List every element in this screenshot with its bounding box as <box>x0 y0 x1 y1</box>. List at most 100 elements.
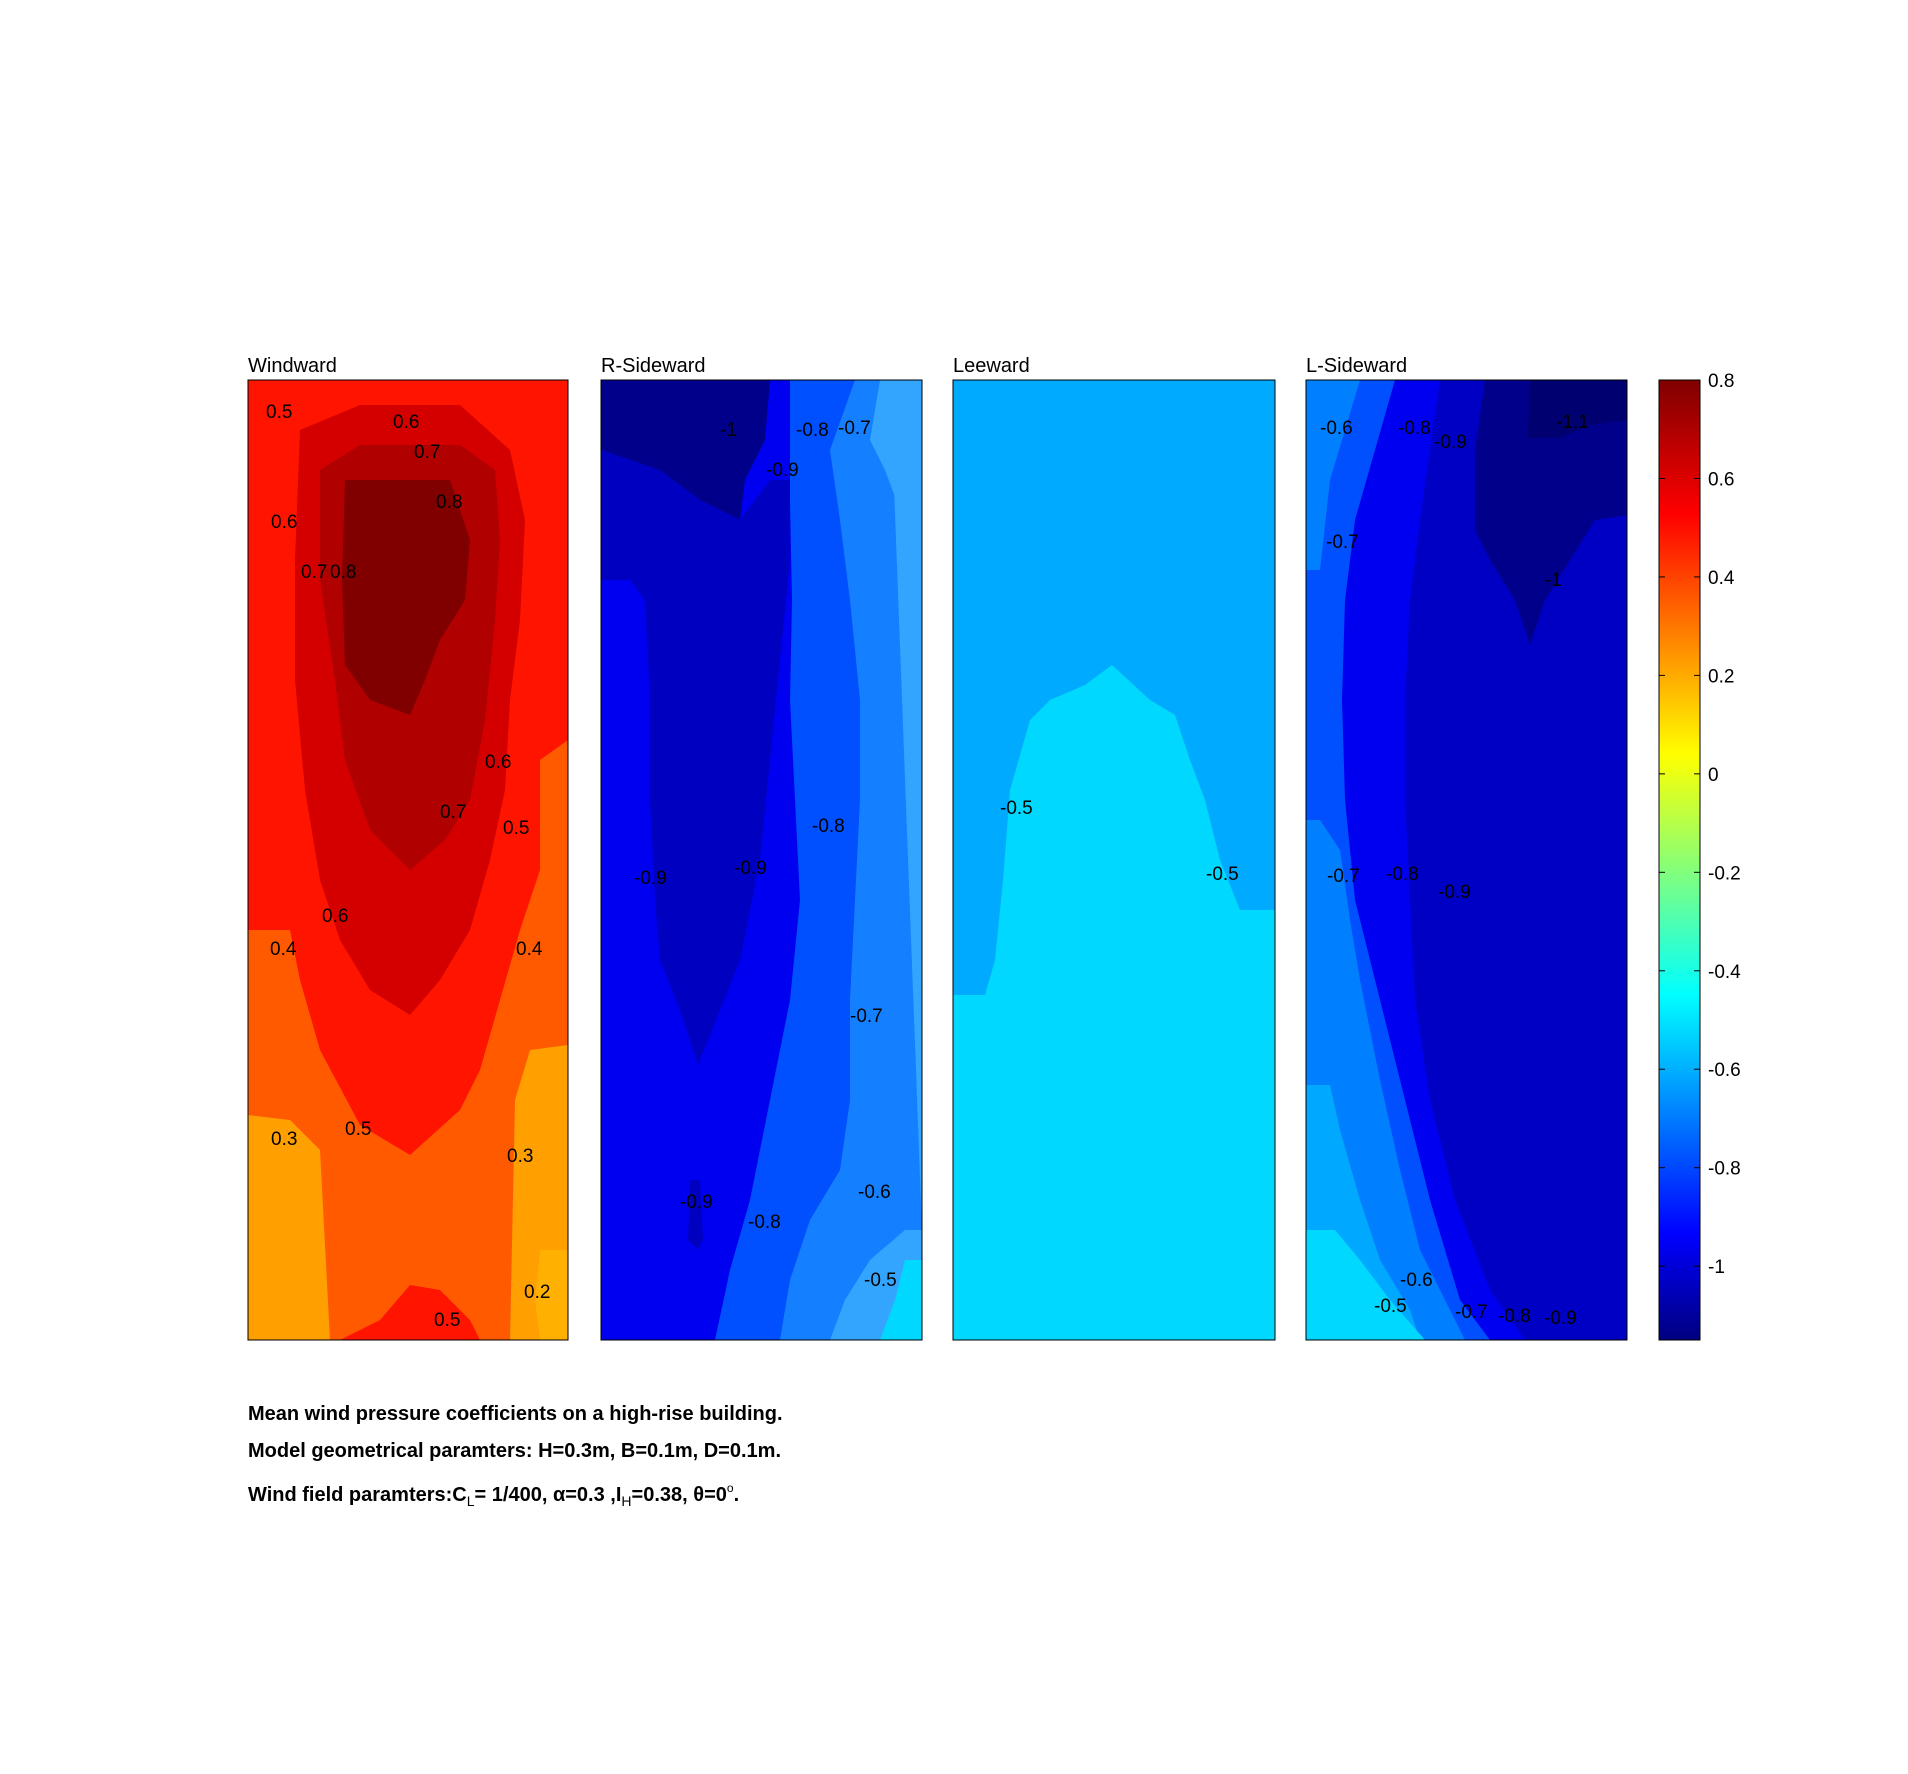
r-sideward-clabel: -0.7 <box>850 1006 883 1027</box>
windward-clabel: 0.5 <box>503 818 529 839</box>
r-sideward-small-island <box>688 1180 703 1250</box>
windward-panel: Windward 0.5 0.6 0.7 0.8 0.6 0.7 0.8 0.6… <box>247 355 569 1341</box>
r-sideward-clabel: -0.9 <box>680 1192 713 1213</box>
l-sideward-clabel: -0.6 <box>1400 1270 1433 1291</box>
leeward-level-0.5 <box>953 665 1275 1340</box>
leeward-title: Leeward <box>953 355 1030 377</box>
l-sideward-clabel: -0.7 <box>1455 1302 1488 1323</box>
leeward-frame <box>952 379 1276 1341</box>
windward-frame <box>247 379 569 1341</box>
colorbar-tick-label: 0.4 <box>1708 568 1735 589</box>
caption-sub: H <box>621 1493 632 1509</box>
windward-level-0.5-bottom <box>340 1285 480 1340</box>
colorbar-tick-label: 0.2 <box>1708 666 1734 687</box>
windward-clabel: 0.5 <box>434 1310 460 1331</box>
caption-line-1: Mean wind pressure coefficients on a hig… <box>248 1403 783 1425</box>
colorbar-tick-label: -1 <box>1708 1257 1725 1278</box>
windward-clabel: 0.7 <box>414 442 440 463</box>
caption-symbol: α <box>552 1484 566 1506</box>
leeward-clabel: -0.5 <box>1206 864 1239 885</box>
windward-clabel: 0.4 <box>270 939 297 960</box>
colorbar: 0.8 0.6 0.4 0.2 0 -0.2 -0.4 -0.6 -0.8 -1 <box>1658 371 1741 1341</box>
r-sideward-level-0.5 <box>880 1260 922 1340</box>
l-sideward-level-1.1 <box>1528 380 1627 438</box>
windward-clabel: 0.3 <box>271 1129 297 1150</box>
caption-text: =0.38, <box>631 1484 694 1506</box>
windward-clabel: 0.5 <box>266 402 292 423</box>
r-sideward-clabel: -0.9 <box>734 858 767 879</box>
r-sideward-corner <box>910 380 922 400</box>
windward-level-0.2-right <box>535 1250 568 1340</box>
colorbar-tick-label: 0 <box>1708 765 1719 786</box>
windward-clabel: 0.6 <box>271 512 297 533</box>
windward-clabel: 0.7 <box>301 562 327 583</box>
caption-text: . <box>733 1484 740 1506</box>
r-sideward-level-0.7 <box>780 380 922 1340</box>
windward-clabel: 0.6 <box>322 906 348 927</box>
colorbar-gradient <box>1659 380 1700 1340</box>
l-sideward-frame <box>1305 379 1628 1341</box>
r-sideward-title: R-Sideward <box>601 355 705 377</box>
colorbar-tick-label: -0.6 <box>1708 1060 1741 1081</box>
colorbar-frame <box>1658 379 1701 1341</box>
colorbar-tick-label: -0.2 <box>1708 863 1741 884</box>
caption-symbol: θ <box>693 1484 705 1506</box>
windward-clabel: 0.6 <box>485 752 511 773</box>
r-sideward-clabel: -0.8 <box>796 420 829 441</box>
l-sideward-level-0.4 <box>1306 1230 1425 1340</box>
r-sideward-clabel: -0.6 <box>858 1182 891 1203</box>
r-sideward-clabel: -1 <box>720 420 737 441</box>
l-sideward-clabel: -0.7 <box>1326 532 1359 553</box>
r-sideward-clabel: -0.9 <box>766 460 799 481</box>
l-sideward-level-0.6 <box>1306 380 1465 1340</box>
r-sideward-level-0.9-dark <box>601 450 790 1065</box>
caption-sub: L <box>466 1493 475 1509</box>
windward-title: Windward <box>248 355 337 377</box>
r-sideward-clabel: -0.7 <box>838 418 871 439</box>
l-sideward-clabel: -0.8 <box>1398 418 1431 439</box>
windward-clabel: 0.2 <box>524 1282 550 1303</box>
windward-clabel: 0.8 <box>436 492 462 513</box>
caption-text: =0 <box>704 1484 727 1506</box>
windward-clabel: 0.8 <box>330 562 356 583</box>
l-sideward-clabel: -1 <box>1545 570 1562 591</box>
l-sideward-panel: L-Sideward -0.6 -0.8 -0.9 -1.1 -0.7 -1 -… <box>1305 355 1628 1341</box>
l-sideward-title: L-Sideward <box>1306 355 1407 377</box>
r-sideward-panel: R-Sideward -1 -0.8 -0.7 -0.9 -0.8 -0.9 -… <box>600 355 923 1341</box>
windward-level-0.8 <box>342 480 470 715</box>
l-sideward-clabel: -0.9 <box>1434 432 1467 453</box>
l-sideward-level-1.0 <box>1475 380 1627 645</box>
l-sideward-clabel: -0.7 <box>1327 866 1360 887</box>
caption-line-2: Model geometrical paramters: H=0.3m, B=0… <box>248 1440 781 1462</box>
l-sideward-clabel: -0.9 <box>1544 1308 1577 1329</box>
r-sideward-level-0.6 <box>830 380 922 1340</box>
caption-line-3: Wind field paramters:CL= 1/400, α=0.3 ,I… <box>248 1470 783 1520</box>
caption-text: =0.3 ,I <box>565 1484 622 1506</box>
l-sideward-clabel: -0.9 <box>1438 882 1471 903</box>
l-sideward-clabel: -0.8 <box>1498 1306 1531 1327</box>
r-sideward-clabel: -0.8 <box>748 1212 781 1233</box>
windward-clabel: 0.5 <box>345 1119 371 1140</box>
colorbar-ticks: 0.8 0.6 0.4 0.2 0 -0.2 -0.4 -0.6 -0.8 -1 <box>1659 371 1741 1278</box>
l-sideward-clabel: -0.6 <box>1320 418 1353 439</box>
r-sideward-level-1.0 <box>601 380 770 520</box>
caption-text: Wind field paramters:C <box>248 1484 467 1506</box>
windward-clabel: 0.3 <box>507 1146 533 1167</box>
r-sideward-clabel: -0.5 <box>864 1270 897 1291</box>
colorbar-tick-label: 0.8 <box>1708 371 1734 392</box>
colorbar-tick-label: -0.4 <box>1708 962 1741 983</box>
windward-level-0.3-left <box>248 1115 330 1340</box>
leeward-panel: Leeward -0.5 -0.5 <box>952 355 1276 1341</box>
figure-caption: Mean wind pressure coefficients on a hig… <box>248 1396 783 1520</box>
colorbar-tick-label: 0.6 <box>1708 469 1734 490</box>
windward-clabel: 0.4 <box>516 939 543 960</box>
l-sideward-clabel: -0.8 <box>1386 864 1419 885</box>
r-sideward-clabel: -0.9 <box>634 868 667 889</box>
windward-clabel: 0.6 <box>393 412 419 433</box>
r-sideward-frame <box>600 379 923 1341</box>
windward-clabel: 0.7 <box>440 802 466 823</box>
l-sideward-clabel: -1.1 <box>1556 412 1589 433</box>
leeward-clabel: -0.5 <box>1000 798 1033 819</box>
caption-text: = 1/400, <box>474 1484 553 1506</box>
